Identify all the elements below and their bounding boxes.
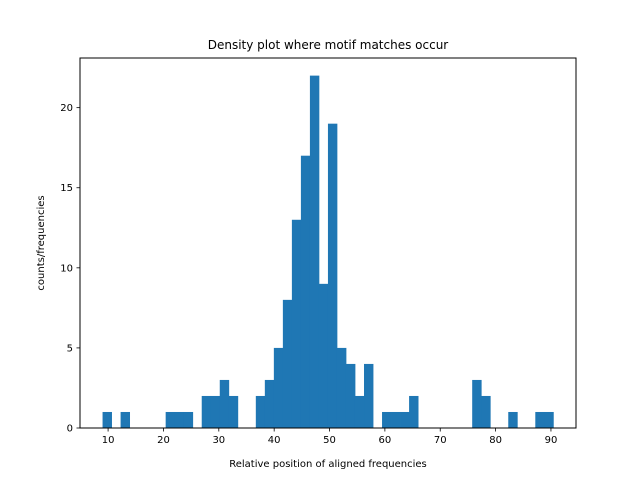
histogram-bar [364,363,374,428]
histogram-bar [508,411,518,428]
y-axis-ticks: 0 5 10 15 20 [60,103,80,435]
x-tick-label: 60 [379,435,392,446]
histogram-bar [472,379,482,428]
x-tick-label: 30 [212,435,225,446]
histogram-bar [219,379,230,428]
x-tick-label: 20 [157,435,170,446]
histogram-bar [273,347,284,428]
histogram-bar [300,155,311,428]
histogram-bar [183,411,194,428]
histogram-bar [210,395,221,428]
histogram-bar [174,411,185,428]
histogram-bar [535,411,545,428]
histogram-bar [201,395,212,428]
y-tick-label: 20 [60,103,73,114]
histogram-bar [255,395,266,428]
histogram-bar [382,411,392,428]
x-tick-label: 80 [489,435,502,446]
plot-frame [79,57,577,429]
histogram-bar [345,363,356,428]
histogram-bar [165,411,176,428]
histogram-bar [291,219,302,428]
histogram-bar [120,411,131,428]
x-tick-label: 90 [545,435,558,446]
x-axis-ticks: 10 20 30 40 50 60 70 80 90 [102,428,558,446]
histogram-bar [102,411,112,428]
histogram-bar [282,299,293,428]
x-tick-label: 40 [268,435,281,446]
histogram-bar [400,411,410,428]
x-tick-label: 70 [434,435,447,446]
y-axis-label: counts/frequencies [36,195,47,290]
histogram-bar [354,395,365,428]
histogram-bar [481,395,491,428]
x-tick-label: 10 [102,435,115,446]
y-tick-label: 10 [60,263,73,274]
histogram-bars [102,75,554,429]
histogram-bar [228,395,239,428]
histogram-bar [318,283,329,428]
histogram-bar [309,75,320,428]
x-axis-label: Relative position of aligned frequencies [229,459,427,470]
histogram-bar [409,395,419,428]
x-tick-label: 50 [323,435,336,446]
histogram-bar [544,411,554,428]
chart-title: Density plot where motif matches occur [208,38,449,52]
histogram-bar [391,411,401,428]
y-tick-label: 15 [60,183,73,194]
histogram-bar [327,123,338,429]
histogram-bar [264,379,275,428]
y-tick-label: 5 [67,343,73,354]
histogram-bar [336,347,347,428]
y-tick-label: 0 [67,424,73,435]
